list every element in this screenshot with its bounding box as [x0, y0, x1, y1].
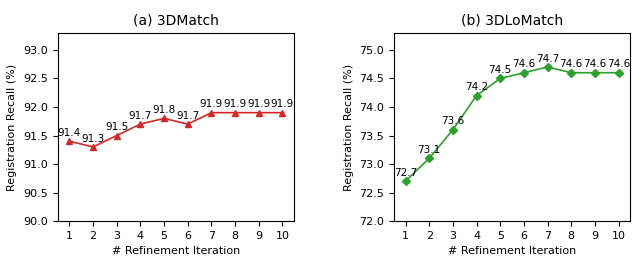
Text: 72.7: 72.7 — [394, 168, 417, 178]
Title: (a) 3DMatch: (a) 3DMatch — [133, 13, 219, 27]
Text: 91.8: 91.8 — [152, 105, 176, 115]
Text: 73.1: 73.1 — [417, 145, 441, 155]
Text: 91.3: 91.3 — [81, 133, 105, 144]
Text: 91.7: 91.7 — [176, 111, 200, 121]
X-axis label: # Refinement Iteration: # Refinement Iteration — [112, 247, 240, 256]
Text: 73.6: 73.6 — [441, 116, 465, 126]
Y-axis label: Registration Recall (%): Registration Recall (%) — [344, 63, 353, 191]
Text: 74.7: 74.7 — [536, 54, 559, 64]
Text: 91.9: 91.9 — [200, 99, 223, 109]
Y-axis label: Registration Recall (%): Registration Recall (%) — [8, 63, 17, 191]
Text: 91.9: 91.9 — [271, 99, 294, 109]
Text: 91.7: 91.7 — [129, 111, 152, 121]
X-axis label: # Refinement Iteration: # Refinement Iteration — [448, 247, 576, 256]
Title: (b) 3DLoMatch: (b) 3DLoMatch — [461, 13, 563, 27]
Text: 74.2: 74.2 — [465, 82, 488, 92]
Text: 74.6: 74.6 — [583, 59, 607, 69]
Text: 74.6: 74.6 — [559, 59, 583, 69]
Text: 91.5: 91.5 — [105, 122, 129, 132]
Text: 74.6: 74.6 — [512, 59, 536, 69]
Text: 91.4: 91.4 — [58, 128, 81, 138]
Text: 91.9: 91.9 — [223, 99, 247, 109]
Text: 74.5: 74.5 — [488, 65, 512, 75]
Text: 74.6: 74.6 — [607, 59, 630, 69]
Text: 91.9: 91.9 — [247, 99, 271, 109]
